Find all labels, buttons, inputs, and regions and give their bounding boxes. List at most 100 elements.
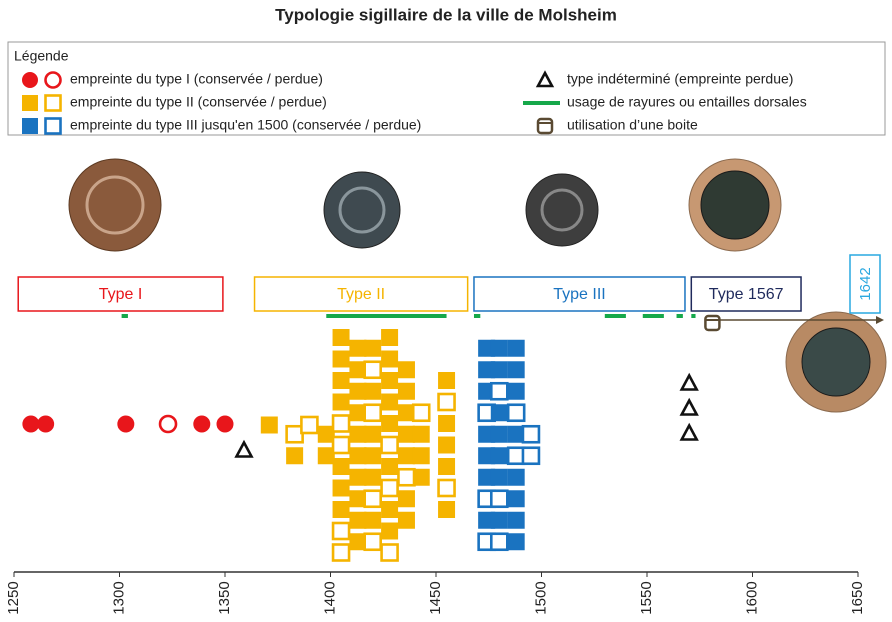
data-point: [365, 448, 381, 464]
data-point: [365, 340, 381, 356]
seal-image: [526, 174, 598, 246]
legend-marker: [46, 119, 61, 134]
period-label: Type I: [99, 286, 143, 303]
data-point: [491, 340, 507, 356]
legend-label: empreinte du type II (conservée / perdue…: [70, 94, 327, 110]
rayure-segment: [474, 314, 480, 318]
data-point: [508, 383, 524, 399]
data-point: [217, 416, 233, 432]
data-point: [333, 545, 349, 561]
legend-label: type indéterminé (empreinte perdue): [567, 71, 793, 87]
data-point: [365, 491, 381, 507]
data-point: [236, 443, 251, 457]
data-point: [523, 448, 539, 464]
data-point: [682, 376, 697, 390]
data-point: [350, 512, 366, 528]
data-point: [508, 469, 524, 485]
data-point: [439, 373, 455, 389]
data-point: [398, 362, 414, 378]
rayure-segment: [605, 314, 626, 318]
period-label: Type II: [337, 286, 385, 303]
x-tick-label: 1500: [532, 581, 549, 614]
data-point: [382, 480, 398, 496]
x-tick-label: 1350: [216, 581, 233, 614]
data-point: [508, 491, 524, 507]
data-point: [413, 448, 429, 464]
data-point: [301, 417, 317, 433]
data-point: [382, 502, 398, 518]
data-point: [508, 405, 524, 421]
data-point: [491, 426, 507, 442]
data-point: [491, 448, 507, 464]
x-tick-label: 1600: [743, 581, 760, 614]
data-point: [333, 351, 349, 367]
x-tick-label: 1400: [321, 581, 338, 614]
seal-image: [701, 171, 769, 239]
rayure-segment: [643, 314, 664, 318]
data-point: [398, 426, 414, 442]
legend-marker: [23, 96, 38, 111]
data-point: [382, 437, 398, 453]
data-point: [333, 502, 349, 518]
x-tick-label: 1450: [427, 581, 444, 614]
rayure-segment: [122, 314, 128, 318]
data-point: [333, 480, 349, 496]
data-point: [398, 383, 414, 399]
end-label: 1642: [857, 267, 874, 300]
data-point: [413, 405, 429, 421]
x-tick-label: 1300: [110, 581, 127, 614]
data-point: [333, 394, 349, 410]
data-point: [439, 480, 455, 496]
data-point: [287, 448, 303, 464]
data-point: [194, 416, 210, 432]
data-point: [365, 512, 381, 528]
data-point: [382, 373, 398, 389]
data-point: [261, 417, 277, 433]
data-point: [160, 416, 176, 432]
data-point: [439, 416, 455, 432]
data-point: [382, 523, 398, 539]
seal-image: [69, 159, 161, 251]
data-point: [350, 469, 366, 485]
legend-marker: [23, 73, 38, 88]
legend-label: empreinte du type I (conservée / perdue): [70, 71, 323, 87]
legend-title: Légende: [14, 48, 69, 64]
data-point: [508, 512, 524, 528]
data-point: [365, 362, 381, 378]
box-body: [705, 316, 719, 330]
data-point: [491, 362, 507, 378]
legend-label: usage de rayures ou entailles dorsales: [567, 94, 807, 110]
data-point: [365, 405, 381, 421]
data-point: [365, 383, 381, 399]
box-marker: [705, 316, 719, 330]
data-point: [350, 383, 366, 399]
data-point: [413, 426, 429, 442]
box-marker: [538, 119, 552, 133]
legend-marker: [46, 96, 61, 111]
data-point: [38, 416, 54, 432]
legend-label: empreinte du type III jusqu'en 1500 (con…: [70, 117, 421, 133]
data-point: [508, 340, 524, 356]
x-tick-label: 1650: [849, 581, 866, 614]
data-point: [398, 469, 414, 485]
data-point: [491, 469, 507, 485]
data-point: [333, 459, 349, 475]
data-point: [118, 416, 134, 432]
box-body: [538, 119, 552, 133]
x-tick-label: 1550: [638, 581, 655, 614]
data-point: [682, 426, 697, 440]
data-point: [382, 351, 398, 367]
data-point: [523, 426, 539, 442]
data-point: [382, 394, 398, 410]
data-point: [398, 491, 414, 507]
data-point: [491, 405, 507, 421]
period-label: Type 1567: [709, 286, 784, 303]
data-point: [382, 330, 398, 346]
data-point: [508, 534, 524, 550]
data-point: [382, 545, 398, 561]
rayure-segment: [691, 314, 695, 318]
data-point: [508, 362, 524, 378]
data-point: [382, 459, 398, 475]
data-point: [439, 502, 455, 518]
data-point: [350, 340, 366, 356]
